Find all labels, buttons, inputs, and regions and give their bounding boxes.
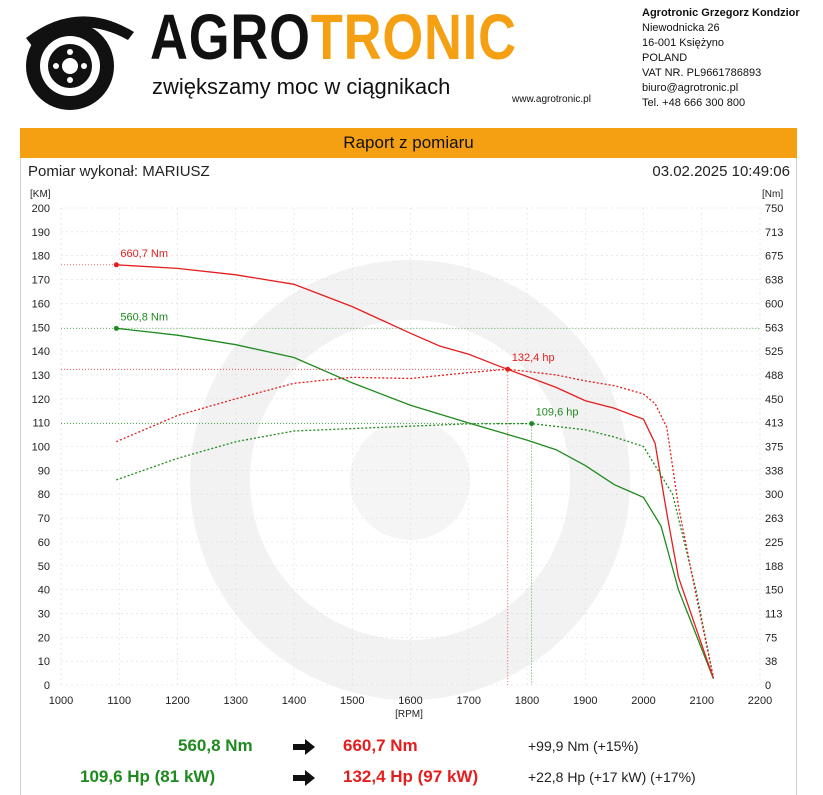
phone: Tel. +48 666 300 800 bbox=[642, 97, 746, 109]
watermark-hub bbox=[350, 420, 470, 540]
dyno-chart: 0 0 10 38 20 75 30 113 40 150 50 188 60 225 70 263 80 300… bbox=[30, 189, 783, 720]
y-tick-label-right: 338 bbox=[765, 465, 783, 477]
y-tick-label-left: 170 bbox=[32, 275, 50, 287]
y-axis-label-left: [KM] bbox=[30, 189, 51, 200]
y-tick-label-right: 113 bbox=[765, 608, 783, 620]
arrow-right-icon bbox=[293, 770, 315, 786]
y-tick-label-left: 110 bbox=[32, 418, 50, 430]
y-tick-label-right: 675 bbox=[765, 251, 783, 263]
report-title-bar: Raport z pomiaru bbox=[20, 128, 797, 158]
peak-marker bbox=[529, 421, 535, 427]
power-before: 109,6 Hp (81 kW) bbox=[80, 767, 216, 786]
x-tick-label: 2200 bbox=[748, 695, 772, 707]
peak-label: 560,8 Nm bbox=[120, 311, 168, 323]
y-tick-label-left: 90 bbox=[38, 465, 50, 477]
company-name: Agrotronic Grzegorz Kondzior bbox=[642, 7, 800, 19]
x-tick-label: 2000 bbox=[631, 695, 655, 707]
torque-after: 660,7 Nm bbox=[343, 736, 418, 755]
y-tick-label-right: 225 bbox=[765, 537, 783, 549]
vat-number: VAT NR. PL9661786893 bbox=[642, 67, 762, 79]
peak-marker bbox=[113, 262, 119, 268]
peak-label: 109,6 hp bbox=[536, 407, 579, 419]
brand-part-2: TRONIC bbox=[310, 1, 517, 73]
y-tick-label-left: 70 bbox=[38, 513, 50, 525]
brand-part-1: AGRO bbox=[150, 1, 311, 73]
x-tick-label: 1900 bbox=[573, 695, 597, 707]
y-tick-label-right: 300 bbox=[765, 489, 783, 501]
x-tick-label: 1300 bbox=[224, 695, 248, 707]
x-tick-label: 1700 bbox=[457, 695, 481, 707]
y-tick-label-left: 30 bbox=[38, 608, 50, 620]
y-tick-label-left: 10 bbox=[38, 656, 50, 668]
company-info: Agrotronic Grzegorz Kondzior Niewodnicka… bbox=[642, 6, 800, 111]
y-tick-label-right: 750 bbox=[765, 203, 783, 215]
y-tick-label-left: 140 bbox=[32, 346, 50, 358]
brand-logo-text: AGROTRONIC bbox=[150, 2, 517, 72]
y-tick-label-right: 375 bbox=[765, 442, 783, 454]
y-tick-label-right: 638 bbox=[765, 275, 783, 287]
report-frame bbox=[20, 158, 797, 795]
y-tick-label-left: 190 bbox=[32, 227, 50, 239]
performed-by: Pomiar wykonał: MARIUSZ bbox=[28, 163, 210, 180]
power-difference: +22,8 Hp (+17 kW) (+17%) bbox=[528, 769, 696, 785]
y-tick-label-right: 38 bbox=[765, 656, 777, 668]
y-tick-label-left: 200 bbox=[32, 203, 50, 215]
email[interactable]: biuro@agrotronic.pl bbox=[642, 82, 739, 94]
x-tick-label: 1500 bbox=[340, 695, 364, 707]
y-tick-label-right: 600 bbox=[765, 298, 783, 310]
series-line-torque-tuned bbox=[116, 264, 715, 679]
peak-label: 660,7 Nm bbox=[120, 248, 168, 260]
y-axis-label-right: [Nm] bbox=[762, 189, 783, 200]
measurement-datetime: 03.02.2025 10:49:06 bbox=[652, 163, 790, 180]
torque-difference: +99,9 Nm (+15%) bbox=[528, 738, 639, 754]
x-tick-label: 1800 bbox=[515, 695, 539, 707]
y-tick-label-left: 50 bbox=[38, 561, 50, 573]
y-tick-label-right: 150 bbox=[765, 585, 783, 597]
peak-label: 132,4 hp bbox=[512, 352, 555, 364]
y-tick-label-left: 180 bbox=[32, 251, 50, 263]
y-tick-label-left: 20 bbox=[38, 632, 50, 644]
y-tick-label-left: 0 bbox=[44, 680, 50, 692]
peak-marker bbox=[113, 325, 119, 331]
y-tick-label-right: 525 bbox=[765, 346, 783, 358]
y-tick-label-right: 188 bbox=[765, 561, 783, 573]
y-tick-label-left: 130 bbox=[32, 370, 50, 382]
country: POLAND bbox=[642, 52, 688, 64]
y-tick-label-right: 0 bbox=[765, 680, 771, 692]
power-after: 132,4 Hp (97 kW) bbox=[343, 767, 479, 786]
y-tick-label-left: 160 bbox=[32, 298, 50, 310]
brand-tagline: zwiększamy moc w ciągnikach bbox=[152, 74, 451, 99]
report-title: Raport z pomiaru bbox=[343, 133, 474, 152]
series-line-torque-stock bbox=[116, 327, 715, 679]
y-tick-label-right: 488 bbox=[765, 370, 783, 382]
x-tick-label: 1200 bbox=[165, 695, 189, 707]
x-tick-label: 1100 bbox=[107, 695, 131, 707]
website-link[interactable]: www.agrotronic.pl bbox=[512, 94, 591, 105]
y-tick-label-right: 563 bbox=[765, 322, 783, 334]
peak-marker bbox=[505, 366, 511, 372]
y-tick-label-right: 413 bbox=[765, 418, 783, 430]
address-line-2: 16-001 Księżyno bbox=[642, 37, 724, 49]
y-tick-label-left: 60 bbox=[38, 537, 50, 549]
y-tick-label-left: 100 bbox=[32, 442, 50, 454]
x-axis-label: [RPM] bbox=[395, 709, 423, 720]
y-tick-label-right: 263 bbox=[765, 513, 783, 525]
y-tick-label-left: 120 bbox=[32, 394, 50, 406]
y-tick-label-left: 150 bbox=[32, 322, 50, 334]
torque-before: 560,8 Nm bbox=[178, 736, 253, 755]
x-tick-label: 1400 bbox=[282, 695, 306, 707]
y-tick-label-left: 40 bbox=[38, 585, 50, 597]
tractor-wheel-logo bbox=[26, 16, 134, 110]
y-tick-label-left: 80 bbox=[38, 489, 50, 501]
x-tick-label: 1600 bbox=[398, 695, 422, 707]
series-line-power-tuned bbox=[116, 368, 715, 678]
x-tick-label: 2100 bbox=[690, 695, 714, 707]
address-line-1: Niewodnicka 26 bbox=[642, 22, 720, 34]
watermark-wheel bbox=[190, 260, 630, 700]
x-tick-label: 1000 bbox=[49, 695, 73, 707]
y-tick-label-right: 713 bbox=[765, 227, 783, 239]
y-tick-label-right: 75 bbox=[765, 632, 777, 644]
y-tick-label-right: 450 bbox=[765, 394, 783, 406]
arrow-right-icon bbox=[293, 739, 315, 755]
